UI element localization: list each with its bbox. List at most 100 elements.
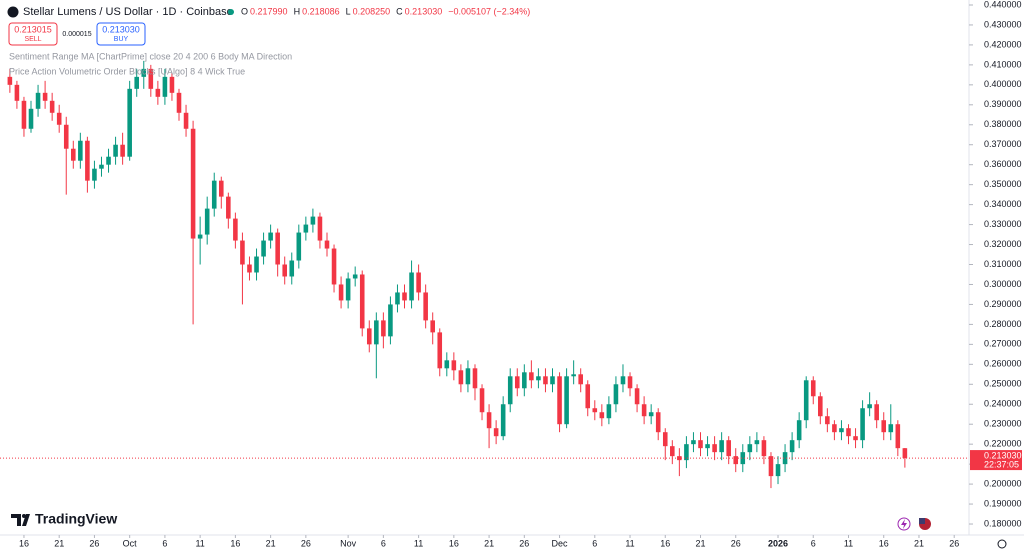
ohlc-key: L bbox=[346, 6, 351, 16]
x-tick-label: 2026 bbox=[768, 538, 788, 548]
candle-body bbox=[648, 412, 654, 417]
candle-body bbox=[14, 84, 20, 101]
x-tick-label: 11 bbox=[195, 538, 204, 548]
candle-body bbox=[620, 376, 626, 385]
candle-body bbox=[550, 376, 555, 385]
x-tick-label: 21 bbox=[484, 538, 494, 548]
ohlc-value: 0.208250 bbox=[353, 6, 391, 16]
x-tick-label: 21 bbox=[914, 538, 924, 548]
buy-button[interactable] bbox=[96, 22, 146, 46]
indicator-label: Price Action Volumetric Order Blocks [UA… bbox=[9, 66, 245, 76]
candle-body bbox=[35, 92, 41, 109]
candle-body bbox=[782, 452, 788, 465]
y-tick-label: 0.390000 bbox=[984, 99, 1022, 109]
chart-title: Stellar Lumens / US Dollar · 1D · Coinba… bbox=[23, 6, 233, 18]
candle-body bbox=[754, 440, 760, 445]
ohlc-key: O bbox=[241, 6, 248, 16]
x-tick-label: 21 bbox=[54, 538, 64, 548]
candle-body bbox=[28, 108, 34, 129]
y-tick-label: 0.180000 bbox=[984, 518, 1022, 528]
candle-body bbox=[677, 456, 682, 461]
settings-icon[interactable] bbox=[997, 539, 1007, 549]
y-tick-label: 0.190000 bbox=[984, 498, 1022, 508]
candle-body bbox=[395, 292, 400, 305]
candle-body bbox=[592, 408, 598, 413]
candle-body bbox=[874, 404, 879, 421]
y-tick-label: 0.410000 bbox=[984, 59, 1022, 69]
candle-body bbox=[247, 264, 252, 273]
alert-bolt bbox=[901, 519, 907, 529]
y-tick-label: 0.290000 bbox=[984, 299, 1022, 309]
y-tick-label: 0.400000 bbox=[984, 79, 1022, 89]
x-tick-label: 26 bbox=[731, 538, 741, 548]
x-tick-label: 26 bbox=[301, 538, 311, 548]
symbol-icon bbox=[7, 6, 19, 18]
y-tick-label: 0.320000 bbox=[984, 239, 1022, 249]
candle-body bbox=[402, 292, 407, 301]
brand-logo-dot bbox=[22, 514, 26, 518]
candle-body bbox=[507, 376, 513, 405]
x-tick-label: 6 bbox=[162, 538, 167, 548]
y-tick-label: 0.330000 bbox=[984, 219, 1022, 229]
candle-body bbox=[557, 376, 562, 425]
candle-body bbox=[268, 232, 273, 241]
buy-price: 0.213030 bbox=[102, 24, 140, 34]
candle-body bbox=[120, 144, 125, 157]
ohlc-key: H bbox=[294, 6, 301, 16]
candle-body bbox=[381, 320, 386, 337]
candle-body bbox=[825, 416, 830, 425]
candle-body bbox=[514, 376, 520, 389]
candle-body bbox=[324, 240, 330, 249]
candle-body bbox=[803, 380, 809, 421]
candle-body bbox=[698, 440, 703, 449]
candle-body bbox=[127, 88, 132, 157]
candle-body bbox=[740, 452, 746, 465]
sell-label: SELL bbox=[24, 36, 41, 43]
candle-body bbox=[895, 424, 901, 449]
candle-body bbox=[479, 388, 485, 413]
candle-body bbox=[810, 380, 816, 397]
ohlc-value: 0.218086 bbox=[302, 6, 340, 16]
y-tick-label: 0.200000 bbox=[984, 478, 1022, 488]
candle-body bbox=[655, 412, 661, 433]
candle-body bbox=[775, 464, 781, 477]
candle-body bbox=[493, 428, 499, 437]
candle-body bbox=[747, 444, 753, 453]
ohlc-value: 0.213030 bbox=[405, 6, 443, 16]
ohlc-change: −0.005107 (−2.34%) bbox=[448, 6, 530, 16]
candle-body bbox=[92, 168, 97, 181]
candle-body bbox=[42, 92, 48, 101]
x-tick-label: 11 bbox=[625, 538, 634, 548]
candle-body bbox=[719, 440, 724, 453]
y-tick-label: 0.430000 bbox=[984, 19, 1022, 29]
sell-button[interactable] bbox=[8, 22, 58, 46]
candle-body bbox=[571, 374, 576, 377]
candle-body bbox=[211, 180, 217, 209]
candle-body bbox=[409, 272, 414, 301]
x-tick-label: 6 bbox=[592, 538, 597, 548]
candle-body bbox=[176, 92, 182, 113]
candle-body bbox=[733, 456, 739, 465]
y-tick-label: 0.230000 bbox=[984, 419, 1022, 429]
x-tick-label: Oct bbox=[123, 538, 138, 548]
candle-body bbox=[63, 124, 69, 149]
candle-body bbox=[345, 278, 351, 301]
y-tick-label: 0.340000 bbox=[984, 199, 1022, 209]
candle-body bbox=[437, 332, 443, 369]
x-tick-label: 11 bbox=[844, 538, 853, 548]
candle-body bbox=[99, 164, 104, 169]
candle-body bbox=[71, 148, 76, 161]
candle-body bbox=[183, 112, 189, 129]
candle-body bbox=[416, 272, 421, 293]
x-tick-label: 26 bbox=[519, 538, 529, 548]
last-price-box bbox=[970, 450, 1022, 471]
candle-body bbox=[282, 264, 288, 277]
candle-body bbox=[712, 444, 717, 453]
candle-body bbox=[204, 208, 210, 235]
y-tick-label: 0.300000 bbox=[984, 279, 1022, 289]
candle-body bbox=[374, 320, 379, 345]
candle-body bbox=[881, 420, 887, 433]
candle-body bbox=[585, 384, 591, 409]
candle-body bbox=[56, 112, 62, 125]
plot-area bbox=[0, 60, 969, 489]
